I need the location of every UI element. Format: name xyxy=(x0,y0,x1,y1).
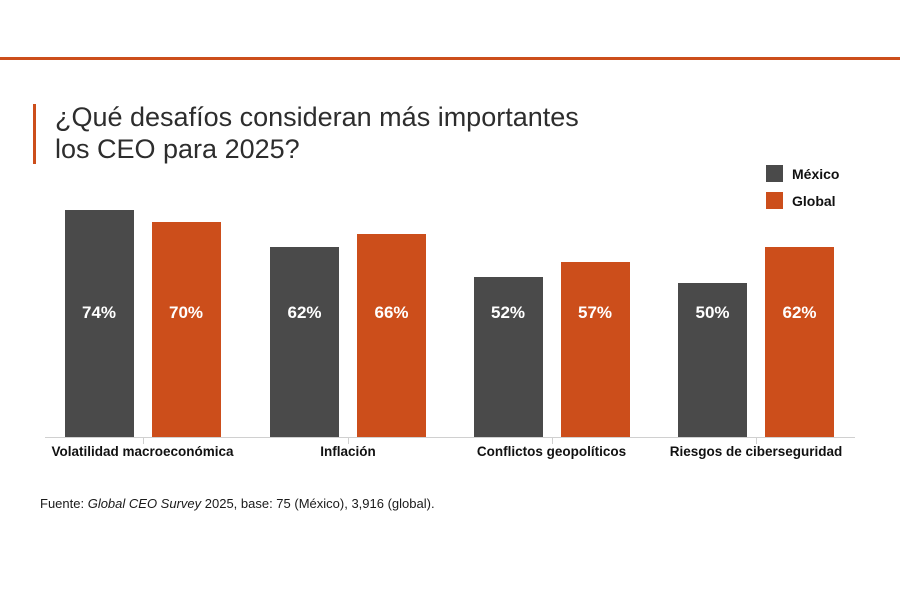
bar-value-global-riesgos-de-ciberseguridad: 62% xyxy=(782,303,817,322)
bar-global-volatilidad-macroeconomica xyxy=(151,222,221,437)
x-axis-tick-inflacion xyxy=(348,438,349,444)
page-title: ¿Qué desafíos consideran más importantes… xyxy=(33,101,579,165)
top-accent-rule xyxy=(0,57,900,60)
bar-value-global-conflictos-geopoliticos: 57% xyxy=(577,303,613,322)
source-note: Fuente: Global CEO Survey 2025, base: 75… xyxy=(40,496,435,511)
category-label-inflacion: Inflación xyxy=(320,444,376,459)
x-axis-tick-volatilidad-macroeconomica xyxy=(142,438,144,444)
bar-global-riesgos-de-ciberseguridad xyxy=(765,247,834,437)
category-label-riesgos-de-ciberseguridad: Riesgos de ciberseguridad xyxy=(669,444,843,459)
title-accent-bar xyxy=(33,104,36,164)
chart-legend: México Global xyxy=(766,165,839,219)
bar-mexico-inflacion xyxy=(270,247,339,437)
bar-value-global-volatilidad-macroeconomica: 70% xyxy=(168,303,204,322)
title-block: ¿Qué desafíos consideran más importantes… xyxy=(33,101,579,165)
category-label-conflictos-geopoliticos: Conflictos geopolíticos xyxy=(476,444,627,459)
bar-value-mexico-volatilidad-macroeconomica: 74% xyxy=(81,303,117,322)
source-survey-name: Global CEO Survey xyxy=(87,496,202,511)
x-axis-tick-conflictos-geopoliticos xyxy=(551,438,553,444)
legend-item-mexico: México xyxy=(766,165,839,182)
category-label-volatilidad-macroeconomica: Volatilidad macroeconómica xyxy=(51,444,234,459)
bar-mexico-volatilidad-macroeconomica xyxy=(64,210,134,437)
legend-label-mexico: México xyxy=(792,165,840,182)
legend-label-global: Global xyxy=(792,192,836,209)
legend-swatch-global-icon xyxy=(766,192,783,209)
source-prefix: Fuente: xyxy=(40,496,88,511)
bar-value-mexico-conflictos-geopoliticos: 52% xyxy=(490,303,526,322)
bar-value-mexico-riesgos-de-ciberseguridad: 50% xyxy=(695,303,730,322)
bar-global-conflictos-geopoliticos xyxy=(560,262,630,437)
page-title-line1: ¿Qué desafíos consideran más importantes xyxy=(55,102,579,132)
source-suffix: 2025, base: 75 (México), 3,916 (global). xyxy=(201,496,435,511)
bar-value-mexico-inflacion: 62% xyxy=(287,303,322,322)
bar-global-inflacion xyxy=(357,234,426,437)
legend-item-global: Global xyxy=(766,192,839,209)
page-title-line2: los CEO para 2025? xyxy=(55,134,300,164)
x-axis-tick-riesgos-de-ciberseguridad xyxy=(756,438,757,444)
bar-mexico-conflictos-geopoliticos xyxy=(473,277,543,437)
x-axis-line xyxy=(45,437,855,438)
bar-value-global-inflacion: 66% xyxy=(374,303,409,322)
bar-mexico-riesgos-de-ciberseguridad xyxy=(678,283,747,437)
legend-swatch-mexico-icon xyxy=(766,165,783,182)
